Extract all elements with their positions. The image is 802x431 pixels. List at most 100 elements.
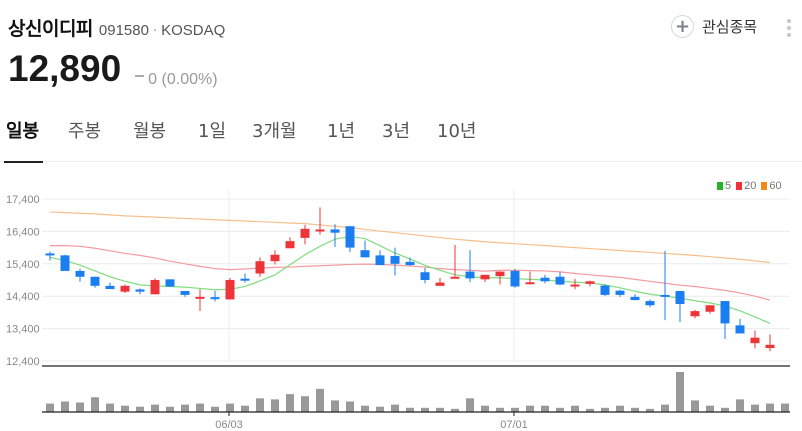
price-change: 0 (0.00%) xyxy=(135,71,218,89)
candle-down xyxy=(75,270,85,277)
candle-up xyxy=(765,344,775,349)
y-axis-label: 12,400 xyxy=(6,356,40,368)
candle-up xyxy=(690,311,700,317)
plus-icon: + xyxy=(671,15,694,38)
volume-bar xyxy=(571,405,579,412)
x-axis-label: 06/03 xyxy=(215,419,243,431)
volume-bar xyxy=(661,404,669,412)
candle-down xyxy=(660,294,670,297)
legend-ma5: 5 xyxy=(725,180,732,192)
volume-bar xyxy=(616,405,624,412)
volume-bar xyxy=(721,407,729,412)
candle-down xyxy=(45,253,55,256)
candle-up xyxy=(525,282,535,285)
x-axis-label: 07/01 xyxy=(500,419,528,431)
volume-bar xyxy=(451,408,459,412)
candle-down xyxy=(375,255,385,266)
candle-down xyxy=(420,272,430,280)
volume-bar xyxy=(121,405,129,412)
volume-bar xyxy=(691,400,699,412)
volume-bar xyxy=(676,372,684,412)
volume-bar xyxy=(406,407,414,412)
tab-3years[interactable]: 3년 xyxy=(382,121,411,142)
candle-up xyxy=(480,274,490,280)
candle-up xyxy=(570,284,580,287)
legend-ma60: 60 xyxy=(769,180,782,192)
candle-down xyxy=(165,279,175,287)
market-name: KOSDAQ xyxy=(161,22,226,39)
candle-down xyxy=(465,271,475,279)
volume-bar xyxy=(736,399,744,412)
tab-10years[interactable]: 10년 xyxy=(437,121,477,142)
candle-up xyxy=(150,280,160,295)
candle-up xyxy=(585,281,595,284)
volume-bar xyxy=(331,400,339,412)
volume-bar xyxy=(526,405,534,412)
volume-bar xyxy=(226,403,234,412)
legend-ma20: 20 xyxy=(744,180,757,192)
price-change-value: 0 (0.00%) xyxy=(148,71,218,88)
volume-bar xyxy=(436,407,444,412)
candle-down xyxy=(405,261,415,266)
candle-down xyxy=(240,278,250,281)
candle-up xyxy=(435,282,445,286)
tab-weekly[interactable]: 주봉 xyxy=(68,121,102,142)
candle-down xyxy=(735,325,745,334)
volume-bar xyxy=(136,406,144,412)
ma20-swatch xyxy=(736,182,743,190)
more-options-icon[interactable] xyxy=(787,19,791,37)
y-axis-label: 14,400 xyxy=(6,291,40,303)
tab-monthly[interactable]: 월봉 xyxy=(133,121,167,142)
volume-bar xyxy=(496,407,504,412)
volume-bar xyxy=(76,402,84,412)
candle-up xyxy=(255,261,265,274)
volume-bar xyxy=(586,408,594,412)
volume-bar xyxy=(151,404,159,412)
candle-down xyxy=(600,285,610,295)
candle-up xyxy=(225,280,235,300)
volume-bar xyxy=(301,396,309,412)
volume-bar xyxy=(91,397,99,412)
y-axis-label: 15,400 xyxy=(6,259,40,271)
volume-bar xyxy=(211,406,219,412)
current-price: 12,890 xyxy=(8,48,122,89)
watchlist-label: 관심종목 xyxy=(702,18,758,36)
tab-daily[interactable]: 일봉 xyxy=(6,121,40,142)
volume-bar xyxy=(286,394,294,412)
volume-bar xyxy=(646,408,654,412)
volume-bar xyxy=(391,404,399,412)
candle-up xyxy=(705,305,715,312)
volume-bar xyxy=(196,403,204,412)
add-watchlist-button[interactable]: + 관심종목 xyxy=(671,15,757,38)
ma5-swatch xyxy=(717,182,723,190)
candle-down xyxy=(675,291,685,304)
candle-down xyxy=(180,291,190,295)
volume-bar xyxy=(751,404,759,412)
ma-legend: 5 20 60 xyxy=(717,180,782,192)
volume-bar xyxy=(271,399,279,412)
tab-3months[interactable]: 3개월 xyxy=(252,121,297,142)
volume-bar xyxy=(166,406,174,412)
candle-down xyxy=(645,301,655,306)
tab-1day[interactable]: 1일 xyxy=(198,121,227,142)
volume-bar xyxy=(766,403,774,412)
y-axis-label: 17,400 xyxy=(6,194,40,206)
separator: · xyxy=(152,24,158,39)
candle-up xyxy=(285,241,295,249)
stock-name: 상신이디피 xyxy=(8,18,93,40)
candle-down xyxy=(210,297,220,300)
volume-bar xyxy=(181,404,189,412)
candle-down xyxy=(540,277,550,282)
period-tabs: 일봉 주봉 월봉 1일 3개월 1년 3년 10년 xyxy=(0,117,802,163)
y-axis-label: 13,400 xyxy=(6,324,40,336)
candle-down xyxy=(555,276,565,285)
volume-bar xyxy=(316,388,324,412)
price-row: 12,890 0 (0.00%) xyxy=(8,48,218,90)
stock-header: 상신이디피 091580 · KOSDAQ xyxy=(8,14,225,41)
ma20-line xyxy=(50,245,771,301)
tab-1year[interactable]: 1년 xyxy=(327,121,356,142)
volume-bar xyxy=(241,405,249,412)
candle-down xyxy=(330,229,340,233)
candle-down xyxy=(720,301,730,324)
